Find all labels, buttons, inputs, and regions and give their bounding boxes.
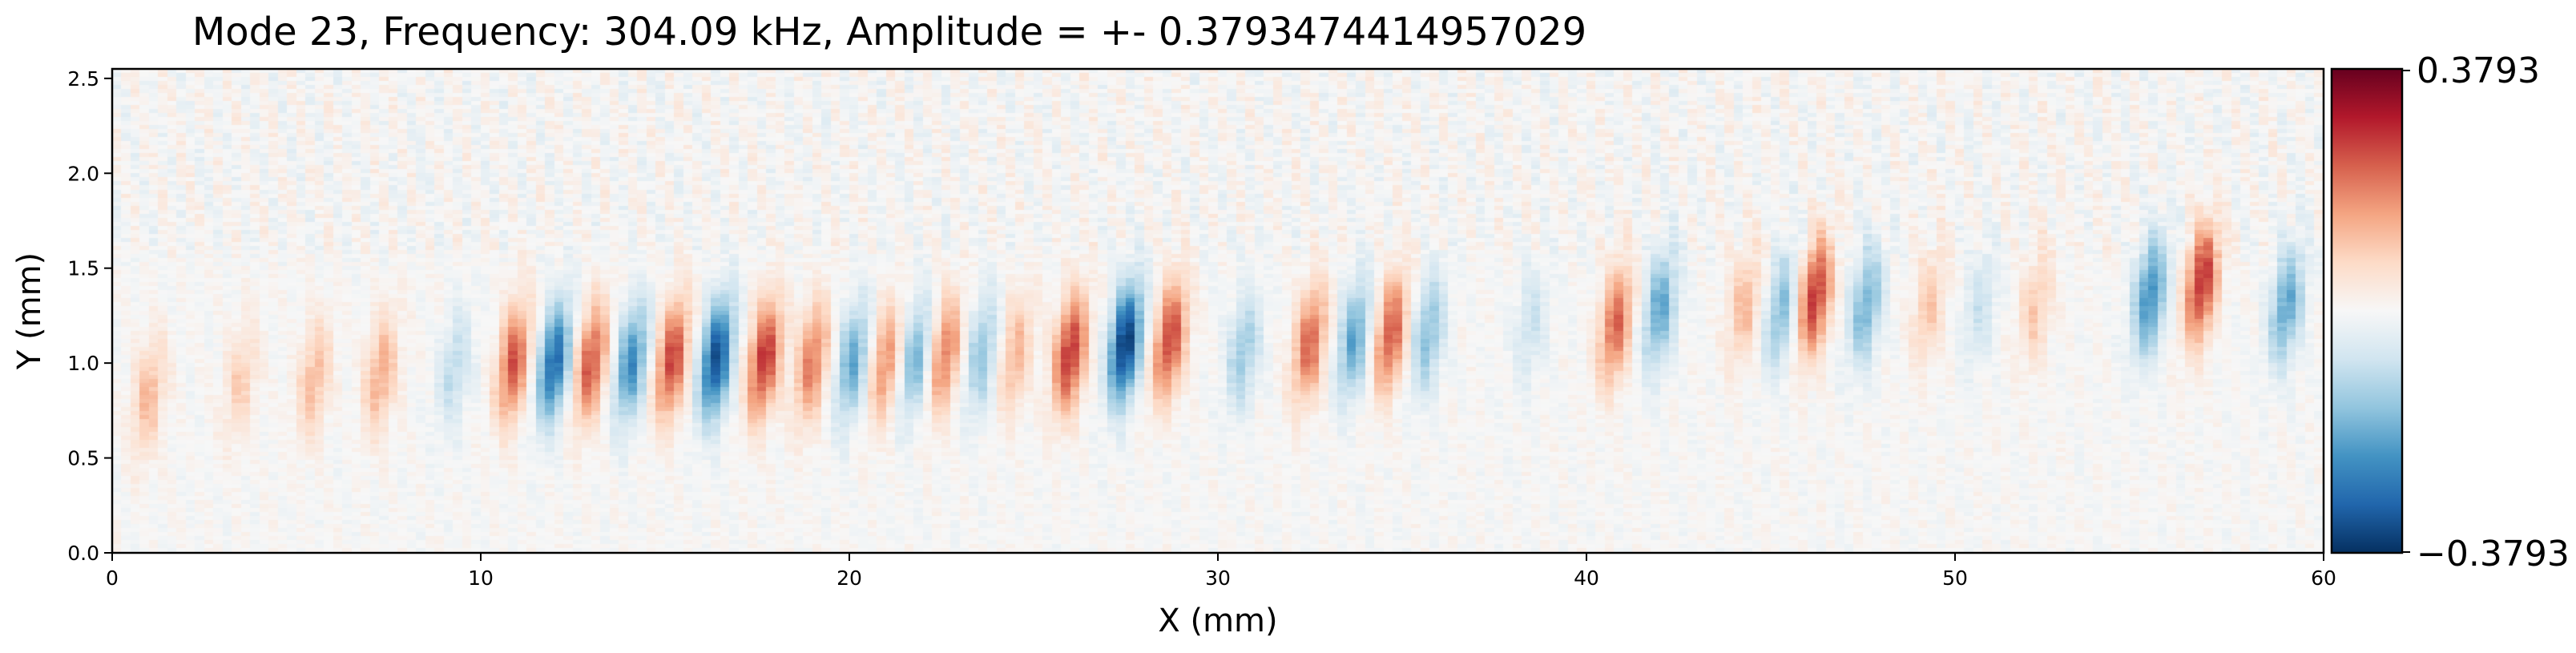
y-axis-label: Y (mm) bbox=[11, 252, 48, 370]
y-tick-label: 1.5 bbox=[67, 257, 99, 280]
plot-area bbox=[111, 67, 2325, 554]
x-tick-label: 30 bbox=[1205, 566, 1231, 590]
y-tick-label: 2.5 bbox=[67, 67, 99, 91]
y-axis: 0.0 0.5 1.0 1.5 2.0 2.5 bbox=[67, 67, 112, 565]
x-tick-label: 40 bbox=[1574, 566, 1599, 590]
y-tick-label: 2.0 bbox=[67, 162, 99, 185]
x-tick-label: 20 bbox=[836, 566, 862, 590]
y-tick-label: 0.5 bbox=[67, 447, 99, 470]
x-tick-label: 60 bbox=[2311, 566, 2336, 590]
x-axis-label: X (mm) bbox=[1158, 603, 1277, 639]
y-tick-label: 0.0 bbox=[67, 542, 99, 565]
colorbar-gradient bbox=[2330, 67, 2404, 554]
colorbar-min-label: −0.3793 bbox=[2417, 534, 2570, 574]
x-tick-label: 0 bbox=[106, 566, 119, 590]
heatmap-canvas bbox=[112, 69, 2324, 553]
colorbar: 0.3793 −0.3793 bbox=[2330, 50, 2570, 574]
colorbar-max-label: 0.3793 bbox=[2417, 50, 2540, 91]
heatmap-image-area bbox=[112, 69, 2324, 553]
y-tick-label: 1.0 bbox=[67, 352, 99, 375]
x-tick-label: 10 bbox=[468, 566, 494, 590]
x-axis: 0 10 20 30 40 50 60 bbox=[106, 553, 2336, 590]
chart-title: Mode 23, Frequency: 304.09 kHz, Amplitud… bbox=[192, 10, 1586, 54]
x-tick-label: 50 bbox=[1942, 566, 1968, 590]
